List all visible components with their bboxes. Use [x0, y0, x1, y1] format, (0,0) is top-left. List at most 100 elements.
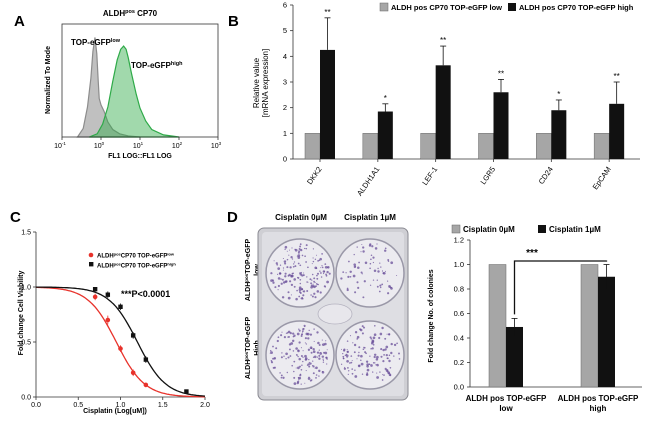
colony-dot	[306, 290, 309, 292]
colony-dot	[307, 348, 311, 351]
colony-dot	[270, 279, 273, 282]
colony-dot	[382, 271, 386, 275]
bar-low-1um	[506, 326, 523, 387]
colony-dot	[318, 369, 321, 373]
colony-dot	[270, 351, 273, 354]
colony-dot	[287, 356, 290, 359]
colony-dot	[385, 353, 388, 357]
colony-dot	[284, 245, 288, 249]
panel-b-y-tick-label: 4	[283, 52, 287, 61]
colony-dot	[301, 364, 303, 366]
colony-dot	[272, 345, 274, 348]
colony-dot	[302, 290, 306, 293]
bar-cd24-low	[536, 133, 552, 160]
colony-dot	[379, 286, 382, 289]
significance-marker: **	[614, 72, 620, 81]
colony-dot	[302, 350, 304, 352]
colony-dot	[287, 274, 290, 277]
colony-dot	[345, 272, 347, 274]
colony-dot	[350, 361, 353, 364]
colony-dot	[318, 354, 321, 357]
colony-dot	[373, 333, 377, 336]
colony-dot	[308, 329, 310, 332]
panel-d-category-label: low	[499, 404, 513, 413]
bar-low-0um	[488, 264, 507, 388]
colony-dot	[312, 348, 315, 351]
significance-bracket	[513, 260, 608, 315]
colony-dot	[286, 250, 288, 252]
colony-dot	[365, 352, 367, 355]
colony-dot	[356, 358, 358, 360]
colony-dot	[321, 339, 323, 341]
colony-dot	[361, 332, 364, 335]
colony-dot	[396, 342, 398, 345]
colony-dot	[315, 374, 318, 376]
colony-dot	[368, 363, 371, 366]
colony-dot	[296, 289, 298, 292]
legend-c-high-label: ALDHposCP70 TOP-eGFPhigh	[97, 262, 176, 270]
legend-b-gray-swatch	[379, 2, 389, 12]
panel-c-label: C	[10, 209, 21, 226]
panel-a-title: ALDHpos CP70	[103, 9, 158, 18]
colony-dot	[293, 376, 296, 379]
colony-dot	[383, 249, 387, 252]
colony-dot	[292, 265, 295, 268]
colony-dot	[304, 247, 306, 250]
colony-dot	[381, 326, 384, 330]
colony-dot	[290, 294, 292, 296]
colony-dot	[381, 379, 384, 381]
colony-dot	[325, 274, 328, 277]
colony-dot	[346, 288, 349, 292]
colony-dot	[347, 367, 349, 369]
colony-dot	[279, 272, 281, 275]
panel-d-y-tick-label: 0.8	[454, 285, 464, 294]
colony-dot	[299, 245, 302, 248]
colony-dot	[382, 348, 385, 352]
colony-dot	[270, 360, 273, 362]
data-point-low	[92, 294, 98, 300]
colony-dot	[388, 333, 391, 336]
colony-dot	[294, 265, 297, 268]
data-point-low	[105, 317, 111, 323]
colony-dot	[315, 285, 317, 287]
colony-dot	[285, 358, 287, 360]
colony-dot	[361, 325, 364, 328]
colony-dot	[293, 285, 296, 288]
colony-dot	[300, 383, 302, 385]
colony-dot	[298, 357, 301, 361]
significance-marker: **	[440, 36, 446, 45]
colony-dot	[326, 363, 328, 365]
colony-dot	[360, 251, 362, 253]
colony-dot	[307, 337, 310, 340]
colony-dot	[309, 362, 312, 365]
plate-col-label-0um: Cisplatin 0µM	[275, 213, 327, 222]
high-series-label: TOP-eGFPhigh	[131, 61, 183, 70]
colony-dot	[353, 253, 355, 256]
colony-dot	[310, 285, 313, 289]
panel-b-category-label: LGR5	[479, 165, 498, 186]
dose-response-curve-high	[36, 286, 206, 397]
colony-dot	[377, 270, 380, 273]
colony-dot	[307, 266, 309, 269]
colony-dot	[310, 351, 313, 354]
colony-dot	[360, 362, 364, 366]
colony-dot	[294, 248, 298, 252]
colony-dot	[354, 291, 357, 294]
colony-dot	[312, 248, 315, 250]
colony-dot	[314, 296, 317, 299]
colony-dot	[374, 325, 376, 327]
panel-c-x-tick-label: 1.0	[116, 402, 126, 409]
colony-dot	[328, 272, 331, 275]
colony-dot	[346, 356, 348, 359]
colony-dot	[387, 292, 390, 295]
colony-dot	[380, 266, 382, 268]
panel-b-y-tick-label: 5	[283, 26, 287, 35]
colony-dot	[387, 280, 389, 282]
panel-a: A ALDHpos CP70 10-1 100 101 102 103 TOP-eGFP…	[14, 9, 222, 160]
colony-dot	[314, 281, 316, 284]
panel-d-y-tick-label: 0.6	[454, 309, 464, 318]
colony-dot	[360, 271, 363, 274]
colony-dot	[302, 360, 304, 363]
colony-dot	[316, 331, 319, 334]
